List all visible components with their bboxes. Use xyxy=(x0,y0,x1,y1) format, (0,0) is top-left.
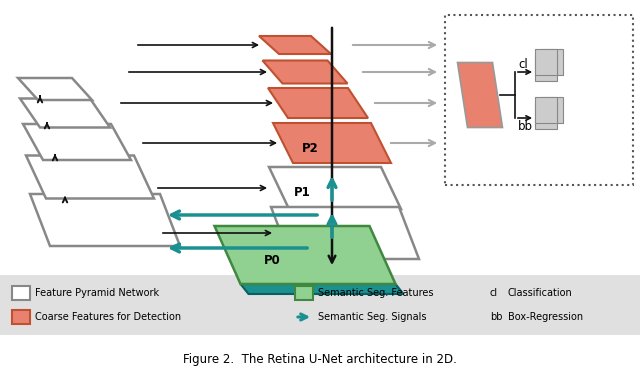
Text: Classification: Classification xyxy=(508,288,573,298)
Polygon shape xyxy=(241,284,403,294)
Text: bb: bb xyxy=(490,312,502,322)
FancyBboxPatch shape xyxy=(12,310,30,324)
FancyBboxPatch shape xyxy=(547,55,569,81)
Text: Box-Regression: Box-Regression xyxy=(508,312,583,322)
Text: P0: P0 xyxy=(264,253,280,266)
Polygon shape xyxy=(269,167,401,209)
Polygon shape xyxy=(458,62,502,128)
Text: bb: bb xyxy=(518,121,533,134)
FancyBboxPatch shape xyxy=(547,97,569,123)
Polygon shape xyxy=(214,226,396,284)
FancyBboxPatch shape xyxy=(445,15,633,185)
Text: Feature Pyramid Network: Feature Pyramid Network xyxy=(35,288,159,298)
FancyBboxPatch shape xyxy=(547,103,569,129)
Text: Figure 2.  The Retina U-Net architecture in 2D.: Figure 2. The Retina U-Net architecture … xyxy=(183,353,457,366)
FancyBboxPatch shape xyxy=(295,286,313,300)
FancyBboxPatch shape xyxy=(535,55,557,81)
FancyBboxPatch shape xyxy=(12,286,30,300)
FancyBboxPatch shape xyxy=(535,103,557,129)
Polygon shape xyxy=(20,99,110,128)
Polygon shape xyxy=(262,61,348,83)
FancyBboxPatch shape xyxy=(535,49,557,75)
FancyBboxPatch shape xyxy=(0,275,640,335)
FancyBboxPatch shape xyxy=(535,97,557,123)
Polygon shape xyxy=(273,123,391,163)
Text: cl: cl xyxy=(518,58,528,71)
Polygon shape xyxy=(271,207,419,259)
Text: cl: cl xyxy=(490,288,498,298)
Polygon shape xyxy=(18,78,92,100)
FancyBboxPatch shape xyxy=(541,97,563,123)
Polygon shape xyxy=(26,155,154,199)
FancyBboxPatch shape xyxy=(547,49,569,75)
Text: P1: P1 xyxy=(294,186,310,199)
Text: Semantic Seg. Signals: Semantic Seg. Signals xyxy=(318,312,426,322)
Polygon shape xyxy=(30,194,180,246)
Text: Coarse Features for Detection: Coarse Features for Detection xyxy=(35,312,181,322)
FancyBboxPatch shape xyxy=(541,49,563,75)
FancyBboxPatch shape xyxy=(541,55,563,81)
FancyBboxPatch shape xyxy=(541,103,563,129)
Polygon shape xyxy=(268,88,368,118)
Polygon shape xyxy=(23,124,131,160)
Text: Semantic Seg. Features: Semantic Seg. Features xyxy=(318,288,433,298)
Text: P2: P2 xyxy=(301,141,318,154)
Polygon shape xyxy=(259,36,331,54)
